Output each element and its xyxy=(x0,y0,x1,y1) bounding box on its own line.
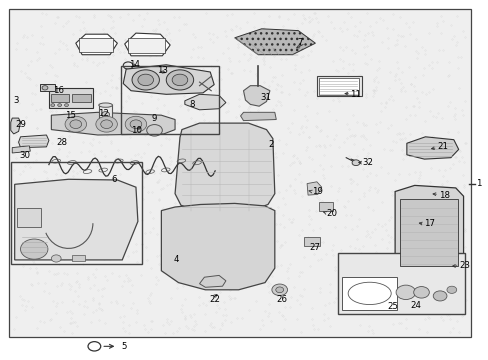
Polygon shape xyxy=(240,112,276,121)
Polygon shape xyxy=(19,135,49,148)
FancyBboxPatch shape xyxy=(128,38,164,53)
Polygon shape xyxy=(76,34,117,55)
Text: 13: 13 xyxy=(157,66,168,75)
Circle shape xyxy=(432,291,446,301)
FancyBboxPatch shape xyxy=(342,277,396,310)
Circle shape xyxy=(351,160,359,166)
Circle shape xyxy=(395,285,415,300)
Circle shape xyxy=(146,125,162,136)
Polygon shape xyxy=(306,182,321,195)
Circle shape xyxy=(271,284,287,296)
Text: 29: 29 xyxy=(16,120,26,129)
Polygon shape xyxy=(123,65,214,94)
FancyBboxPatch shape xyxy=(338,253,464,314)
FancyBboxPatch shape xyxy=(40,84,55,91)
Circle shape xyxy=(130,120,142,129)
Circle shape xyxy=(125,116,146,132)
Polygon shape xyxy=(124,33,170,56)
Text: 17: 17 xyxy=(424,219,434,228)
Text: 24: 24 xyxy=(410,301,421,310)
Polygon shape xyxy=(175,123,274,212)
Text: 8: 8 xyxy=(189,100,195,109)
FancyBboxPatch shape xyxy=(9,9,470,337)
FancyBboxPatch shape xyxy=(72,255,84,261)
Text: 7: 7 xyxy=(297,38,302,47)
Text: 20: 20 xyxy=(326,209,337,217)
Circle shape xyxy=(413,287,428,298)
Circle shape xyxy=(58,104,61,107)
Circle shape xyxy=(172,74,187,86)
Text: 31: 31 xyxy=(260,94,270,102)
FancyBboxPatch shape xyxy=(318,78,358,95)
Polygon shape xyxy=(243,86,269,106)
Text: 11: 11 xyxy=(349,90,360,99)
Text: 3: 3 xyxy=(14,96,19,105)
FancyBboxPatch shape xyxy=(399,199,457,266)
FancyBboxPatch shape xyxy=(318,202,333,211)
Text: 28: 28 xyxy=(56,138,67,147)
Text: 21: 21 xyxy=(437,143,447,152)
Text: 19: 19 xyxy=(311,187,322,196)
Circle shape xyxy=(64,104,68,107)
Text: 30: 30 xyxy=(20,151,30,160)
Polygon shape xyxy=(161,203,274,290)
Text: 4: 4 xyxy=(173,256,179,264)
Polygon shape xyxy=(15,179,138,260)
Circle shape xyxy=(51,104,55,107)
FancyBboxPatch shape xyxy=(99,105,112,120)
Circle shape xyxy=(138,74,153,86)
Text: 5: 5 xyxy=(121,342,126,351)
Circle shape xyxy=(101,120,112,129)
Ellipse shape xyxy=(99,103,112,107)
Polygon shape xyxy=(11,118,20,134)
Polygon shape xyxy=(419,188,453,196)
Text: 18: 18 xyxy=(438,191,449,199)
Text: 2: 2 xyxy=(267,140,273,149)
FancyBboxPatch shape xyxy=(304,237,319,246)
Circle shape xyxy=(102,112,109,117)
Text: 1: 1 xyxy=(475,179,481,188)
Text: 14: 14 xyxy=(128,60,139,69)
Polygon shape xyxy=(199,275,225,287)
Circle shape xyxy=(20,239,48,259)
FancyBboxPatch shape xyxy=(17,208,41,227)
Circle shape xyxy=(446,286,456,293)
Text: 12: 12 xyxy=(98,109,108,118)
Text: 25: 25 xyxy=(386,302,397,311)
Text: 10: 10 xyxy=(131,126,142,135)
Circle shape xyxy=(166,70,193,90)
Polygon shape xyxy=(234,29,315,55)
FancyBboxPatch shape xyxy=(51,94,69,102)
Circle shape xyxy=(42,86,48,90)
Circle shape xyxy=(275,287,283,293)
Ellipse shape xyxy=(347,282,390,305)
Circle shape xyxy=(70,120,81,129)
FancyBboxPatch shape xyxy=(316,76,361,96)
Text: 9: 9 xyxy=(151,113,157,122)
Circle shape xyxy=(132,70,159,90)
Polygon shape xyxy=(394,185,463,274)
Circle shape xyxy=(65,116,86,132)
Text: 27: 27 xyxy=(308,243,319,252)
Text: 32: 32 xyxy=(362,158,373,167)
FancyBboxPatch shape xyxy=(72,94,91,102)
Text: 15: 15 xyxy=(64,111,75,120)
FancyBboxPatch shape xyxy=(79,38,113,52)
Text: 22: 22 xyxy=(209,295,220,304)
Polygon shape xyxy=(51,112,175,135)
Text: 23: 23 xyxy=(459,261,469,270)
Circle shape xyxy=(51,255,61,262)
Text: 6: 6 xyxy=(111,175,117,184)
Text: 16: 16 xyxy=(53,86,63,95)
Circle shape xyxy=(96,116,117,132)
Polygon shape xyxy=(406,137,458,159)
Polygon shape xyxy=(184,94,225,110)
Polygon shape xyxy=(12,146,30,153)
FancyBboxPatch shape xyxy=(49,88,93,108)
Text: 26: 26 xyxy=(276,295,286,304)
